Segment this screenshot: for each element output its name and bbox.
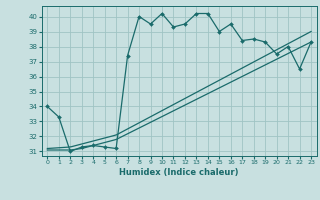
X-axis label: Humidex (Indice chaleur): Humidex (Indice chaleur) (119, 168, 239, 177)
